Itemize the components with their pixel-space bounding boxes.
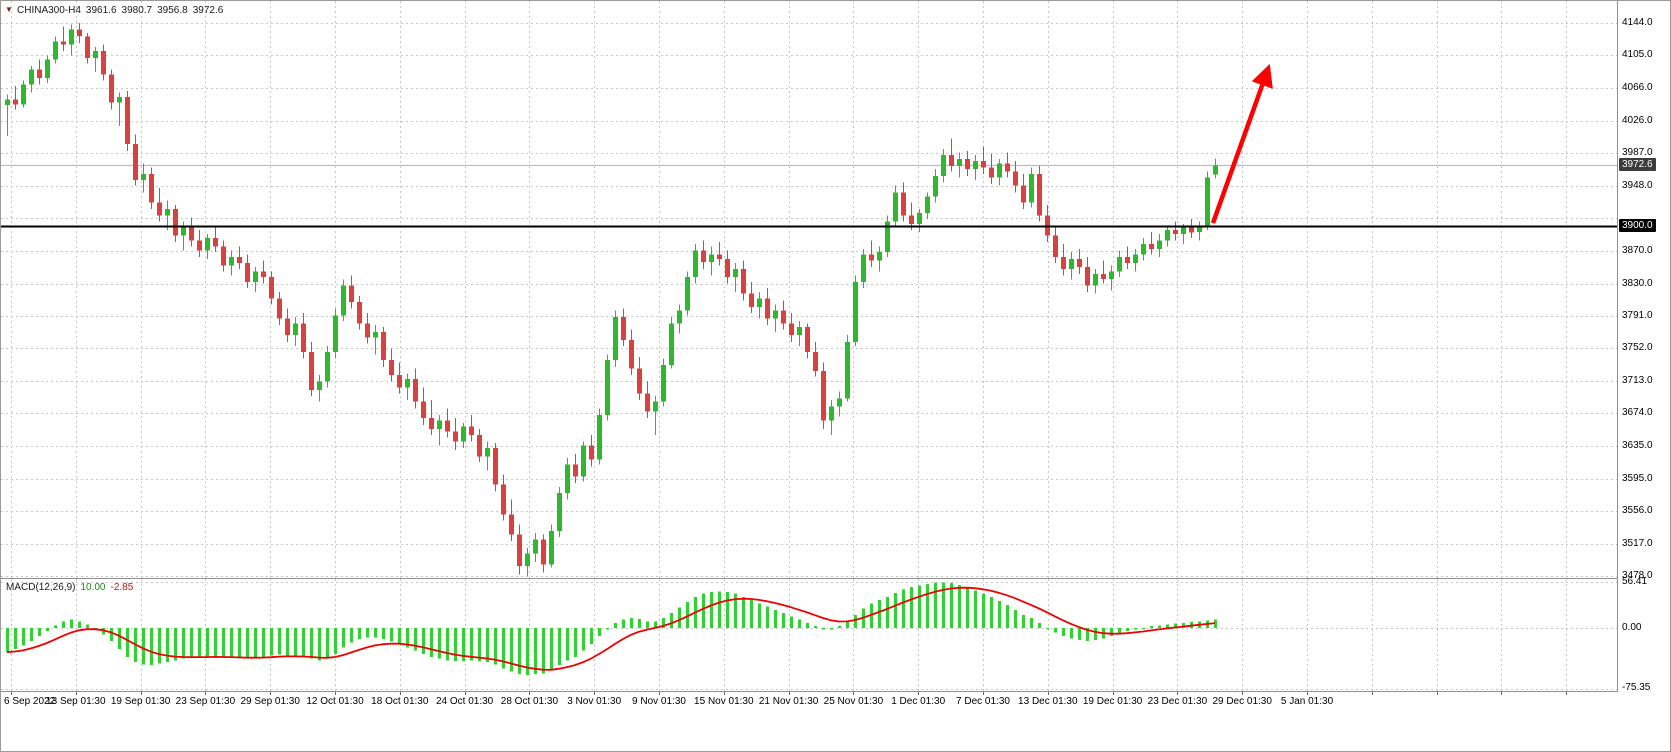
price-tick-label: 3830.0 — [1622, 277, 1653, 289]
macd-panel[interactable] — [1, 579, 1617, 692]
symbol-ohlc-label: CHINA300-H4 3961.6 3980.7 3956.8 3972.6 — [17, 5, 228, 16]
time-axis-tick — [205, 692, 206, 695]
high-value: 3980.7 — [121, 5, 153, 16]
time-axis-tick — [1566, 692, 1567, 695]
price-tick-label: 3791.0 — [1622, 310, 1653, 322]
time-tick-label: 13 Dec 01:30 — [1018, 696, 1078, 707]
time-tick-label: 6 Sep 2022 — [4, 696, 56, 707]
time-axis-tick — [1437, 692, 1438, 695]
macd-axis-min-label: -75.35 — [1622, 682, 1651, 693]
price-tick-label: 3752.0 — [1622, 342, 1653, 354]
time-axis-tick — [335, 692, 336, 695]
hline-price-label: 3900.0 — [1619, 218, 1656, 232]
price-tick-label: 3635.0 — [1622, 439, 1653, 451]
macd-signal-value: -2.85 — [110, 582, 134, 593]
time-axis-tick — [983, 692, 984, 695]
macd-name-label: MACD(12,26,9) — [6, 582, 76, 593]
time-tick-label: 19 Dec 01:30 — [1082, 696, 1143, 707]
trend-arrow-annotation[interactable] — [1210, 63, 1273, 224]
candlesticks — [5, 23, 1218, 576]
panel-divider[interactable] — [1, 578, 1670, 579]
time-axis-tick — [1048, 692, 1049, 695]
close-value: 3972.6 — [192, 5, 224, 16]
time-tick-label: 19 Sep 01:30 — [110, 696, 171, 707]
price-tick-label: 3556.0 — [1622, 505, 1653, 517]
time-axis-tick — [789, 692, 790, 695]
macd-axis-zero-label: 0.00 — [1622, 621, 1642, 633]
time-tick-label: 13 Sep 01:30 — [46, 696, 106, 707]
time-tick-label: 23 Sep 01:30 — [175, 696, 236, 707]
time-axis-tick — [1501, 692, 1502, 695]
time-axis-tick — [853, 692, 854, 695]
low-value: 3956.8 — [157, 5, 188, 16]
price-tick-label: 3517.0 — [1622, 537, 1653, 549]
time-axis-tick — [1177, 692, 1178, 695]
time-tick-label: 15 Nov 01:30 — [694, 696, 754, 707]
price-grid — [1, 1, 1617, 579]
time-axis-tick — [918, 692, 919, 695]
macd-grid — [1, 579, 1617, 692]
price-axis-border — [1617, 1, 1618, 692]
price-chart[interactable] — [1, 1, 1617, 579]
time-axis-tick — [724, 692, 725, 695]
macd-signal-line — [6, 586, 1216, 671]
time-axis-tick — [11, 692, 12, 695]
price-tick-label: 4026.0 — [1622, 114, 1653, 126]
time-tick-label: 28 Oct 01:30 — [500, 696, 559, 707]
time-tick-label: 7 Dec 01:30 — [956, 696, 1010, 707]
time-axis-tick — [1242, 692, 1243, 695]
time-axis-tick — [76, 692, 77, 695]
price-tick-label: 3674.0 — [1622, 407, 1653, 419]
macd-main-value: 10.00 — [80, 582, 106, 593]
price-tick-label: 4144.0 — [1622, 17, 1653, 28]
price-tick-label: 4066.0 — [1622, 81, 1653, 93]
time-axis-tick — [594, 692, 595, 695]
time-tick-label: 23 Dec 01:30 — [1147, 696, 1208, 707]
time-axis-tick — [465, 692, 466, 695]
time-axis-tick — [141, 692, 142, 695]
panel-divider[interactable] — [1, 691, 1670, 692]
time-tick-label: 5 Jan 01:30 — [1280, 696, 1334, 707]
time-tick-label: 24 Oct 01:30 — [435, 696, 494, 707]
time-tick-label: 18 Oct 01:30 — [371, 696, 429, 707]
macd-histogram — [6, 582, 1217, 675]
macd-axis-max-label: 56.41 — [1622, 576, 1648, 587]
time-tick-label: 1 Dec 01:30 — [891, 696, 946, 707]
macd-indicator-label: MACD(12,26,9) 10.00 -2.85 — [6, 582, 138, 593]
price-tick-label: 3987.0 — [1622, 147, 1653, 159]
symbol-dropdown-icon[interactable]: ▼ — [5, 5, 13, 14]
current-price-label: 3972.6 — [1619, 158, 1656, 172]
price-tick-label: 3595.0 — [1622, 472, 1653, 484]
price-axis[interactable]: 3972.6 3900.0 56.41 0.00 -75.35 4144.0 41… — [1618, 1, 1670, 693]
time-tick-label: 12 Oct 01:30 — [306, 696, 364, 707]
time-tick-label: 29 Sep 01:30 — [240, 696, 300, 707]
time-axis-tick — [529, 692, 530, 695]
time-axis-tick — [1113, 692, 1114, 695]
time-axis[interactable]: 6 Sep 2022 13 Sep 01:30 19 Sep 01:30 23 Sep… — [1, 692, 1670, 716]
open-value: 3961.6 — [85, 5, 117, 16]
time-tick-label: 29 Dec 01:30 — [1212, 696, 1272, 707]
time-tick-label: 9 Nov 01:30 — [632, 696, 686, 707]
time-tick-label: 21 Nov 01:30 — [758, 696, 819, 707]
time-axis-tick — [659, 692, 660, 695]
time-axis-tick — [400, 692, 401, 695]
symbol-name: CHINA300-H4 — [17, 5, 81, 16]
time-tick-label: 25 Nov 01:30 — [823, 696, 884, 707]
price-tick-label: 3478.0 — [1622, 570, 1653, 581]
time-axis-tick — [1372, 692, 1373, 695]
time-axis-tick — [270, 692, 271, 695]
price-tick-label: 3713.0 — [1622, 374, 1653, 386]
time-tick-label: 3 Nov 01:30 — [567, 696, 622, 707]
time-axis-tick — [1307, 692, 1308, 695]
price-tick-label: 4105.0 — [1622, 49, 1653, 61]
price-tick-label: 3870.0 — [1622, 244, 1653, 256]
price-tick-label: 3948.0 — [1622, 179, 1653, 191]
